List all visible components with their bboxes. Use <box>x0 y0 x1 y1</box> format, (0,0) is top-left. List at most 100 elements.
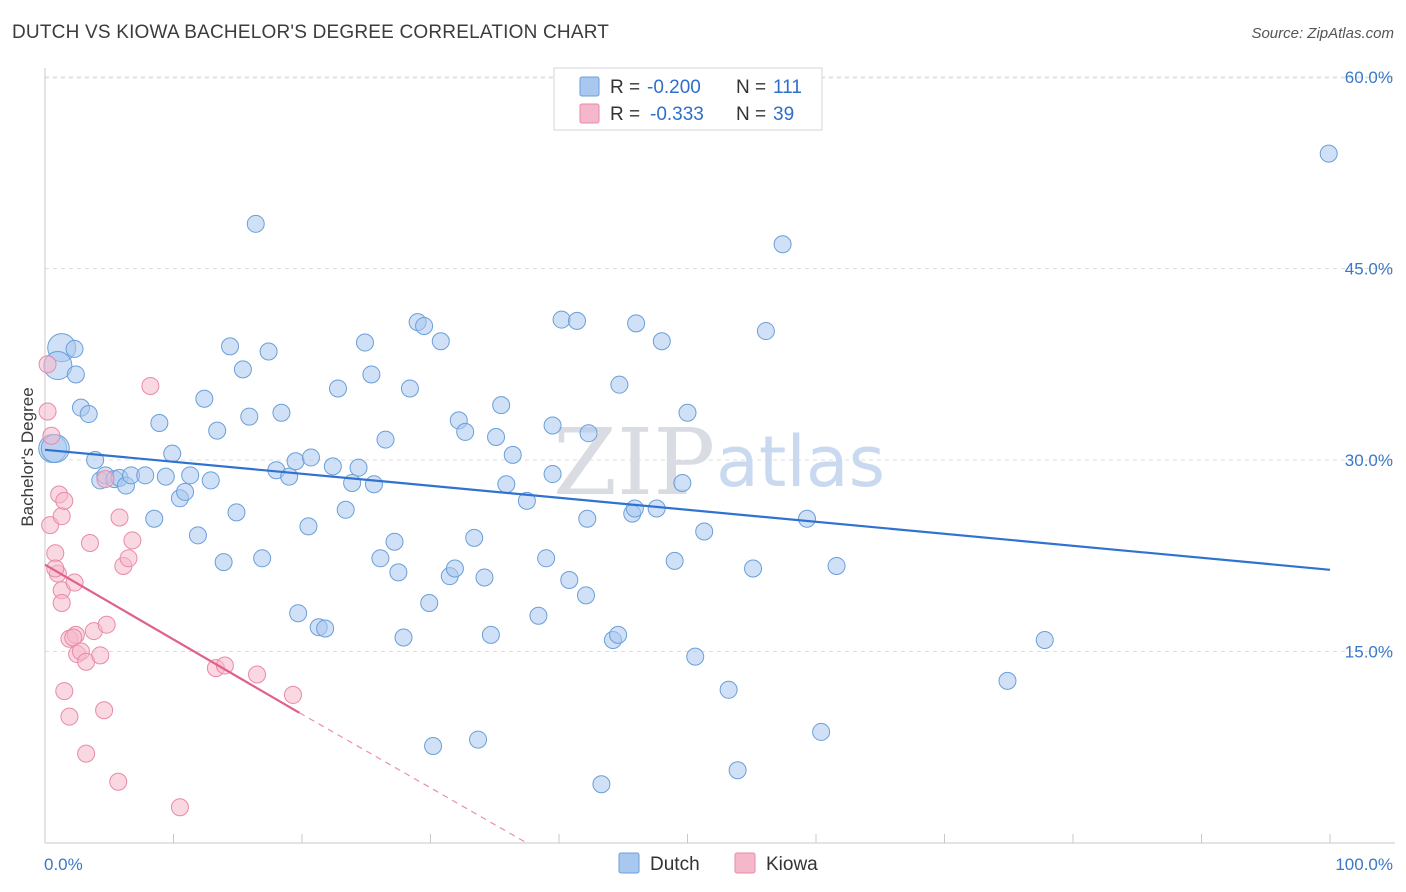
dutch-point <box>227 503 246 522</box>
kiowa-point <box>55 682 74 701</box>
series-legend: Dutch Kiowa <box>618 852 818 875</box>
dutch-point <box>299 517 318 536</box>
dutch-point <box>195 389 214 408</box>
dutch-point <box>280 467 299 486</box>
trend-lines <box>44 448 1331 844</box>
dutch-point <box>728 761 747 780</box>
dutch-point <box>592 775 611 794</box>
dutch-point <box>627 314 646 333</box>
stats-swatch-kiowa <box>579 103 600 124</box>
dutch-point <box>465 528 484 547</box>
kiowa-point <box>97 615 116 634</box>
dutch-point <box>328 379 347 398</box>
kiowa-trend-line <box>44 563 300 714</box>
kiowa-point <box>110 508 129 527</box>
dutch-point <box>214 553 233 572</box>
dutch-point <box>240 407 259 426</box>
dutch-point <box>394 628 413 647</box>
kiowa-point <box>123 531 142 550</box>
kiowa-point <box>96 470 115 489</box>
kiowa-point <box>77 744 96 763</box>
dutch-point <box>1035 631 1054 650</box>
dutch-point <box>475 568 494 587</box>
dutch-point <box>233 360 252 379</box>
dutch-point <box>445 559 464 578</box>
dutch-point <box>686 647 705 666</box>
kiowa-point <box>38 355 57 374</box>
dutch-point <box>79 405 98 424</box>
dutch-point <box>376 430 395 449</box>
dutch-point <box>389 563 408 582</box>
kiowa-trend-extension <box>299 712 528 844</box>
dutch-point <box>336 500 355 519</box>
dutch-point <box>136 466 155 485</box>
dutch-point <box>578 509 597 528</box>
dutch-point <box>301 448 320 467</box>
dutch-point <box>323 457 342 476</box>
dutch-point <box>246 214 265 233</box>
dutch-point <box>371 549 390 568</box>
data-points <box>38 144 1338 817</box>
dutch-point <box>221 337 240 356</box>
dutch-point <box>431 332 450 351</box>
legend-swatch-dutch <box>618 852 640 874</box>
dutch-point <box>253 549 272 568</box>
kiowa-point <box>248 665 267 684</box>
dutch-point <box>492 396 511 415</box>
stats-n-label-kiowa: N = <box>736 104 766 125</box>
dutch-point <box>385 532 404 551</box>
dutch-point <box>625 499 644 518</box>
stats-r-value-dutch: -0.200 <box>647 77 701 98</box>
dutch-trend-line <box>44 448 1331 571</box>
stats-n-label-dutch: N = <box>736 77 766 98</box>
dutch-point <box>424 736 443 755</box>
dutch-point <box>176 482 195 501</box>
dutch-point <box>289 604 308 623</box>
y-tick-label: 30.0% <box>1345 451 1393 470</box>
chart-title: DUTCH VS KIOWA BACHELOR'S DEGREE CORRELA… <box>12 22 610 43</box>
dutch-point <box>998 671 1017 690</box>
dutch-point <box>400 379 419 398</box>
dutch-point <box>286 452 305 471</box>
dutch-point <box>201 471 220 490</box>
kiowa-point <box>55 491 74 510</box>
y-tick-label: 45.0% <box>1345 260 1393 279</box>
dutch-point <box>798 509 817 528</box>
dutch-point <box>150 413 169 432</box>
stats-r-value-kiowa: -0.333 <box>650 104 704 125</box>
dutch-point <box>827 556 846 575</box>
kiowa-point <box>80 533 99 552</box>
dutch-point <box>349 458 368 477</box>
dutch-point <box>744 559 763 578</box>
dutch-point <box>678 403 697 422</box>
dutch-point <box>695 522 714 541</box>
dutch-point <box>756 322 775 341</box>
dutch-point <box>272 403 291 422</box>
stats-r-label-dutch: R = <box>610 77 640 98</box>
y-tick-label: 60.0% <box>1345 68 1393 87</box>
dutch-point <box>188 526 207 545</box>
dutch-point <box>773 235 792 254</box>
dutch-point <box>420 593 439 612</box>
kiowa-point <box>38 402 57 421</box>
dutch-point <box>665 551 684 570</box>
dutch-point <box>316 619 335 638</box>
source-label: Source: ZipAtlas.com <box>1251 25 1394 42</box>
dutch-point <box>537 549 556 568</box>
dutch-point <box>576 586 595 605</box>
legend-label-kiowa: Kiowa <box>766 854 818 875</box>
dutch-point <box>552 310 571 329</box>
watermark-atlas: atlas <box>716 421 885 503</box>
dutch-point <box>481 625 500 644</box>
dutch-point <box>812 722 831 741</box>
kiowa-point <box>170 798 189 817</box>
stats-swatch-dutch <box>579 76 600 97</box>
kiowa-point <box>109 772 128 791</box>
dutch-point <box>415 316 434 335</box>
kiowa-point <box>119 549 138 568</box>
dutch-point <box>543 416 562 435</box>
dutch-point <box>719 680 738 699</box>
dutch-point <box>145 509 164 528</box>
watermark: ZIP atlas <box>553 409 885 516</box>
legend-label-dutch: Dutch <box>650 854 700 875</box>
